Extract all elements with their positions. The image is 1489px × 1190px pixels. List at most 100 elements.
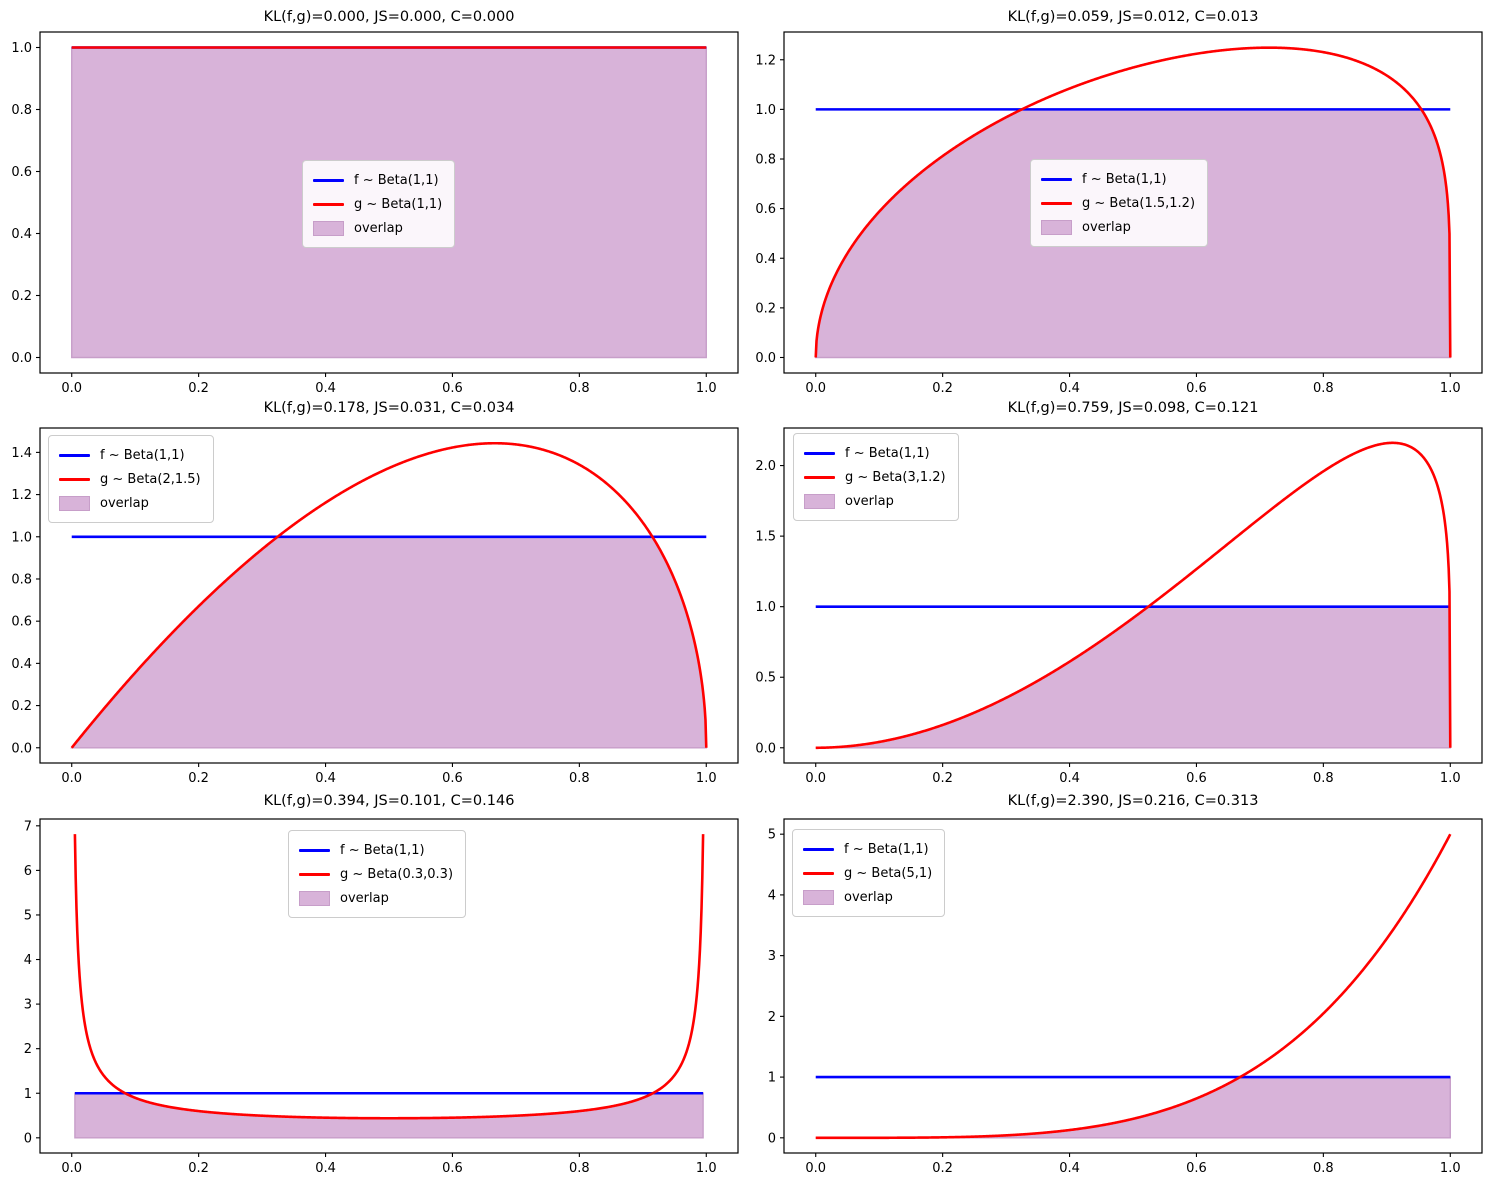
x-tick-label: 0.0: [61, 1161, 82, 1176]
y-tick-label: 5: [768, 828, 776, 843]
legend-entry-overlap: overlap: [804, 489, 946, 513]
y-tick-label: 4: [768, 888, 776, 903]
x-tick-label: 1.0: [696, 771, 717, 786]
g-line-swatch: [803, 871, 834, 875]
overlap-legend-label: overlap: [845, 493, 894, 509]
subplot-5: KL(f,g)=0.394, JS=0.101, C=0.146 0 1 2 3 4 5 6…: [0, 793, 745, 1190]
f-line-swatch: [59, 453, 90, 457]
legend-entry-g: g ~ Beta(0.3,0.3): [299, 862, 453, 886]
legend-entry-overlap: overlap: [803, 885, 932, 909]
g-density-curve: [70, 441, 708, 749]
overlap-area: [70, 536, 707, 749]
x-tick-label: 0.8: [569, 381, 590, 396]
subplot-1: KL(f,g)=0.000, JS=0.000, C=0.000 0.0 0.2 0…: [0, 0, 745, 397]
x-tick-label: 0.2: [188, 1161, 209, 1176]
y-tick-label: 2: [24, 1042, 32, 1057]
y-tick-label: 0: [768, 1131, 776, 1146]
subplot-3-legend: f ~ Beta(1,1) g ~ Beta(2,1.5) overlap: [48, 435, 214, 523]
x-tick-label: 0.4: [1059, 771, 1080, 786]
y-tick-label: 3: [24, 998, 32, 1013]
f-line-swatch: [804, 451, 835, 455]
y-tick-label: 0.2: [755, 301, 776, 316]
y-tick-label: 0.0: [11, 351, 32, 366]
legend-entry-g: g ~ Beta(2,1.5): [59, 467, 201, 491]
x-tick-label: 0.0: [61, 771, 82, 786]
x-tick-label: 0.4: [315, 1161, 336, 1176]
x-tick-label: 0.8: [569, 771, 590, 786]
y-tick-label: 0.4: [11, 227, 32, 242]
g-density-curve: [815, 441, 1452, 750]
legend-entry-g: g ~ Beta(3,1.2): [804, 465, 946, 489]
f-legend-label: f ~ Beta(1,1): [1082, 171, 1167, 187]
f-legend-label: f ~ Beta(1,1): [340, 842, 425, 858]
y-tick-label: 1.0: [755, 103, 776, 118]
legend-entry-f: f ~ Beta(1,1): [299, 838, 453, 862]
legend-entry-f: f ~ Beta(1,1): [803, 837, 932, 861]
subplot-4: KL(f,g)=0.759, JS=0.098, C=0.121 0.0 0.5 1…: [744, 397, 1489, 794]
overlap-legend-label: overlap: [340, 890, 389, 906]
axes-frame: [783, 818, 1483, 1154]
y-tick-label: 0: [24, 1131, 32, 1146]
y-tick-label: 0.0: [755, 741, 776, 756]
subplot-5-axes: 0 1 2 3 4 5 6 7 0.0 0.2 0.4 0.6 0.8 1.0: [24, 818, 739, 1176]
x-tick-label: 0.2: [932, 771, 953, 786]
x-tick-label: 0.0: [805, 381, 826, 396]
overlap-patch-swatch: [313, 220, 344, 236]
x-tick-label: 0.8: [1313, 381, 1334, 396]
subplot-2-title: KL(f,g)=0.059, JS=0.012, C=0.013: [1007, 9, 1259, 25]
x-tick-label: 1.0: [696, 381, 717, 396]
overlap-legend-label: overlap: [354, 220, 403, 236]
x-tick-label: 0.4: [1059, 1161, 1080, 1176]
g-legend-label: g ~ Beta(1.5,1.2): [1082, 195, 1196, 211]
x-tick-label: 1.0: [1440, 381, 1461, 396]
y-tick-label: 1.2: [755, 53, 776, 68]
overlap-legend-label: overlap: [100, 495, 149, 511]
overlap-legend-label: overlap: [844, 889, 893, 905]
overlap-area: [815, 605, 1451, 749]
f-line-swatch: [313, 178, 344, 182]
y-tick-label: 0.2: [11, 699, 32, 714]
legend-entry-g: g ~ Beta(1,1): [313, 192, 442, 216]
subplot-3-axes: 0.0 0.2 0.4 0.6 0.8 1.0 1.2 1.4 0.0 0.2 0.4 0.6 0.8 1…: [11, 427, 739, 786]
y-tick-label: 2: [768, 1010, 776, 1025]
overlap-area: [815, 1076, 1451, 1139]
overlap-area: [74, 1092, 704, 1139]
axes-frame: [39, 818, 739, 1154]
f-legend-label: f ~ Beta(1,1): [844, 841, 929, 857]
subplot-6-title: KL(f,g)=2.390, JS=0.216, C=0.313: [1007, 793, 1259, 809]
subplot-2-legend: f ~ Beta(1,1) g ~ Beta(1.5,1.2) overlap: [1030, 159, 1209, 247]
y-tick-label: 0.8: [755, 153, 776, 168]
g-legend-label: g ~ Beta(0.3,0.3): [340, 866, 454, 882]
subplot-3: KL(f,g)=0.178, JS=0.031, C=0.034 0.0 0.2 0…: [0, 397, 745, 794]
x-tick-label: 0.4: [315, 381, 336, 396]
y-tick-label: 0.5: [755, 671, 776, 686]
overlap-legend-label: overlap: [1082, 219, 1131, 235]
g-legend-label: g ~ Beta(1,1): [354, 196, 443, 212]
x-tick-label: 0.6: [442, 381, 463, 396]
y-tick-label: 7: [24, 819, 32, 834]
y-tick-label: 1.5: [755, 530, 776, 545]
y-tick-label: 1.0: [755, 600, 776, 615]
y-tick-label: 0.8: [11, 572, 32, 587]
subplot-4-title: KL(f,g)=0.759, JS=0.098, C=0.121: [1007, 400, 1259, 416]
y-tick-label: 1.2: [11, 488, 32, 503]
legend-entry-g: g ~ Beta(1.5,1.2): [1041, 191, 1195, 215]
x-tick-label: 0.2: [188, 381, 209, 396]
x-tick-label: 0.0: [805, 771, 826, 786]
y-tick-label: 1.0: [11, 530, 32, 545]
subplot-6-axes: 0 1 2 3 4 5 0.0 0.2 0.4 0.6 0.8 1.0: [768, 818, 1483, 1176]
y-tick-label: 3: [768, 949, 776, 964]
x-tick-label: 1.0: [1440, 771, 1461, 786]
x-tick-label: 0.6: [1186, 1161, 1207, 1176]
x-tick-label: 0.6: [1186, 381, 1207, 396]
g-line-swatch: [804, 475, 835, 479]
f-legend-label: f ~ Beta(1,1): [354, 172, 439, 188]
g-density-curve: [73, 834, 705, 1120]
axes-frame: [39, 427, 739, 764]
x-tick-label: 0.6: [442, 771, 463, 786]
g-legend-label: g ~ Beta(2,1.5): [100, 471, 201, 487]
legend-entry-overlap: overlap: [313, 216, 442, 240]
x-tick-label: 0.8: [1313, 771, 1334, 786]
subplot-4-axes: 0.0 0.5 1.0 1.5 2.0 0.0 0.2 0.4 0.6 0.8 1.0: [755, 427, 1483, 786]
